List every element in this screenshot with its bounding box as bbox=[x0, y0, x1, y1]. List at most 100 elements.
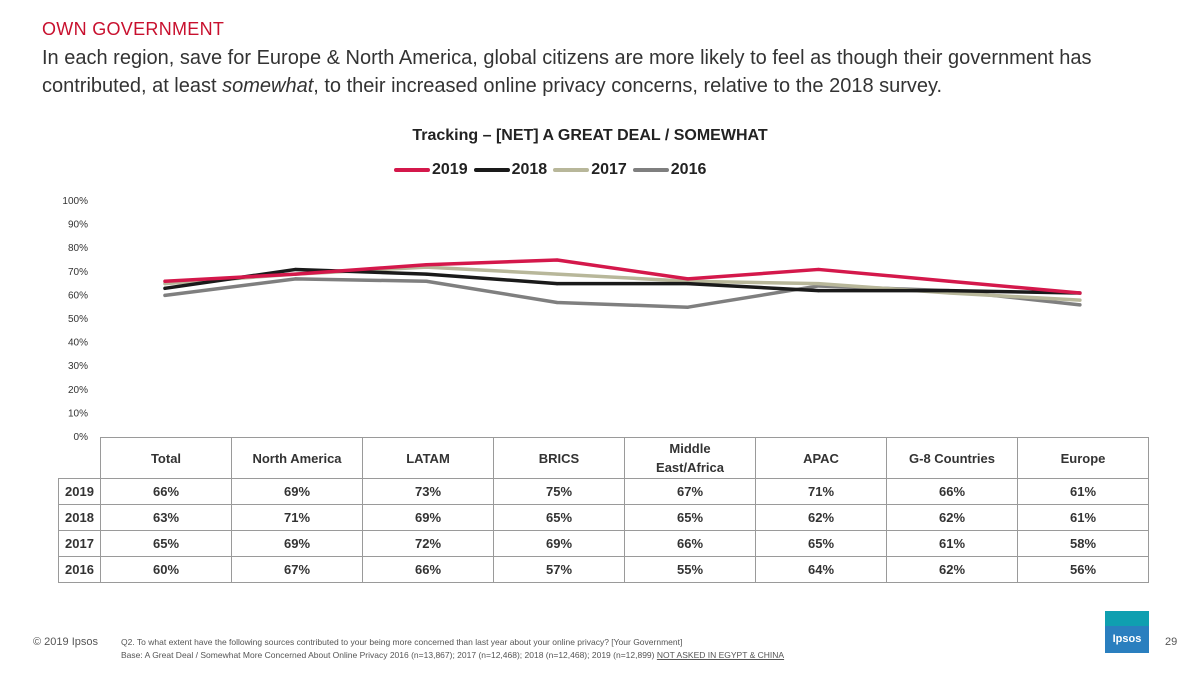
data-point-2019 bbox=[816, 267, 821, 272]
table-cell: 69% bbox=[493, 530, 625, 557]
table-cell: 65% bbox=[100, 530, 232, 557]
chart-title: Tracking – [NET] A GREAT DEAL / SOMEWHAT bbox=[412, 127, 768, 144]
base-text: Base: A Great Deal / Somewhat More Conce… bbox=[121, 650, 655, 660]
copyright: © 2019 Ipsos bbox=[33, 636, 98, 648]
legend-swatch-2019 bbox=[394, 168, 430, 172]
row-label: 2019 bbox=[58, 478, 101, 505]
table-cell: 73% bbox=[362, 478, 494, 505]
table-cell: 69% bbox=[231, 530, 363, 557]
table-cell: 57% bbox=[493, 556, 625, 583]
table-cell: 61% bbox=[1017, 504, 1149, 531]
data-point-2019 bbox=[947, 279, 951, 283]
y-tick-label: 80% bbox=[68, 243, 88, 254]
legend-swatch-2018 bbox=[473, 168, 510, 172]
data-point-2017 bbox=[816, 282, 821, 286]
row-label: 2017 bbox=[58, 530, 101, 557]
table-cell: 62% bbox=[886, 504, 1018, 531]
table-row-2018: 2018 63% 71% 69% 65% 65% 62% 62% 61% bbox=[58, 504, 1149, 531]
table-cell: 62% bbox=[886, 556, 1018, 583]
line-chart: 0% 10% 20% 30% 40% 50% 60% 70% 80% 90% 100% bbox=[62, 196, 1082, 440]
table-cell: 61% bbox=[886, 530, 1018, 557]
col-header-g8: G-8 Countries bbox=[886, 437, 1018, 479]
not-asked-note: NOT ASKED IN EGYPT & CHINA bbox=[656, 650, 785, 660]
table-cell: 66% bbox=[886, 478, 1018, 505]
table-cell: 69% bbox=[362, 504, 494, 531]
row-label: 2018 bbox=[58, 504, 101, 531]
table-row-2017: 2017 65% 69% 72% 69% 66% 65% 61% 58% bbox=[58, 530, 1149, 557]
data-point-2019 bbox=[555, 258, 559, 262]
chart-legend: 2019 2018 2017 2016 bbox=[394, 161, 712, 179]
y-tick-label: 100% bbox=[62, 196, 88, 207]
data-point-2018 bbox=[163, 286, 167, 290]
table-cell: 69% bbox=[231, 478, 363, 505]
table-cell: 62% bbox=[755, 504, 887, 531]
data-point-2018 bbox=[686, 282, 690, 286]
legend-item-2016: 2016 bbox=[632, 161, 707, 179]
y-tick-label: 60% bbox=[68, 290, 88, 301]
table-cell: 75% bbox=[493, 478, 625, 505]
col-header-brics: BRICS bbox=[493, 437, 625, 479]
series-line-2018 bbox=[163, 267, 1082, 295]
col-header-latam: LATAM bbox=[362, 437, 494, 479]
data-point-2016 bbox=[555, 300, 559, 305]
headline-part-1: In each region, save for Europe & North … bbox=[42, 47, 1092, 97]
table-cell: 64% bbox=[755, 556, 887, 583]
y-tick-label: 40% bbox=[68, 338, 88, 349]
y-tick-label: 50% bbox=[68, 314, 88, 325]
data-point-2019 bbox=[294, 272, 298, 276]
data-point-2018 bbox=[816, 289, 821, 293]
data-point-2018 bbox=[555, 282, 559, 286]
data-point-2018 bbox=[424, 272, 428, 276]
table-cell: 63% bbox=[100, 504, 232, 531]
table-cell: 55% bbox=[624, 556, 756, 583]
data-point-2019 bbox=[686, 277, 690, 281]
table-cell: 71% bbox=[755, 478, 887, 505]
col-header-total: Total bbox=[100, 437, 232, 479]
table-corner bbox=[59, 438, 101, 479]
table-cell: 66% bbox=[624, 530, 756, 557]
page-number: 29 bbox=[1165, 636, 1178, 648]
table-cell: 65% bbox=[493, 504, 625, 531]
legend-item-2019: 2019 bbox=[394, 161, 468, 179]
legend-item-2018: 2018 bbox=[473, 161, 548, 179]
data-point-2016 bbox=[163, 293, 167, 297]
col-header-europe: Europe bbox=[1017, 437, 1149, 479]
data-point-2019 bbox=[1078, 291, 1082, 295]
row-label: 2016 bbox=[58, 556, 101, 583]
headline-part-2: , to their increased online privacy conc… bbox=[313, 75, 943, 97]
logo-text: Ipsos bbox=[1112, 633, 1142, 645]
headline-emphasis: somewhat bbox=[222, 75, 314, 97]
legend-label-2016: 2016 bbox=[670, 161, 707, 178]
table-row-2016: 2016 60% 67% 66% 57% 55% 64% 62% 56% bbox=[58, 556, 1149, 583]
legend-item-2017: 2017 bbox=[553, 161, 627, 179]
table-cell: 61% bbox=[1017, 478, 1149, 505]
logo-bar bbox=[1105, 611, 1149, 626]
table-header-row: Total North America LATAM BRICS Middle E… bbox=[59, 437, 1149, 479]
base-note: Base: A Great Deal / Somewhat More Conce… bbox=[121, 649, 784, 662]
data-point-2016 bbox=[1078, 303, 1082, 307]
ipsos-logo: Ipsos bbox=[1105, 611, 1149, 653]
table-cell: 66% bbox=[100, 478, 232, 505]
legend-label-2018: 2018 bbox=[511, 161, 548, 178]
table-cell: 71% bbox=[231, 504, 363, 531]
data-point-2016 bbox=[294, 277, 298, 281]
data-point-2017 bbox=[1078, 298, 1082, 302]
table-cell: 56% bbox=[1017, 556, 1149, 583]
data-point-2019 bbox=[424, 263, 428, 267]
footnotes: Q2. To what extent have the following so… bbox=[121, 636, 784, 662]
y-tick-label: 70% bbox=[68, 267, 88, 278]
series-line-2019 bbox=[163, 258, 1082, 295]
table-cell: 60% bbox=[100, 556, 232, 583]
table-cell: 66% bbox=[362, 556, 494, 583]
col-header-middle-east-africa: Middle East/Africa bbox=[624, 437, 756, 479]
y-tick-label: 10% bbox=[68, 408, 88, 419]
table-cell: 58% bbox=[1017, 530, 1149, 557]
legend-label-2019: 2019 bbox=[432, 161, 468, 178]
table-cell: 65% bbox=[624, 504, 756, 531]
y-tick-label: 20% bbox=[68, 385, 88, 396]
data-point-2019 bbox=[163, 279, 167, 283]
y-tick-label: 90% bbox=[68, 220, 88, 231]
data-table: Total North America LATAM BRICS Middle E… bbox=[58, 437, 1149, 583]
legend-swatch-2016 bbox=[632, 168, 669, 172]
headline: In each region, save for Europe & North … bbox=[42, 44, 1158, 100]
